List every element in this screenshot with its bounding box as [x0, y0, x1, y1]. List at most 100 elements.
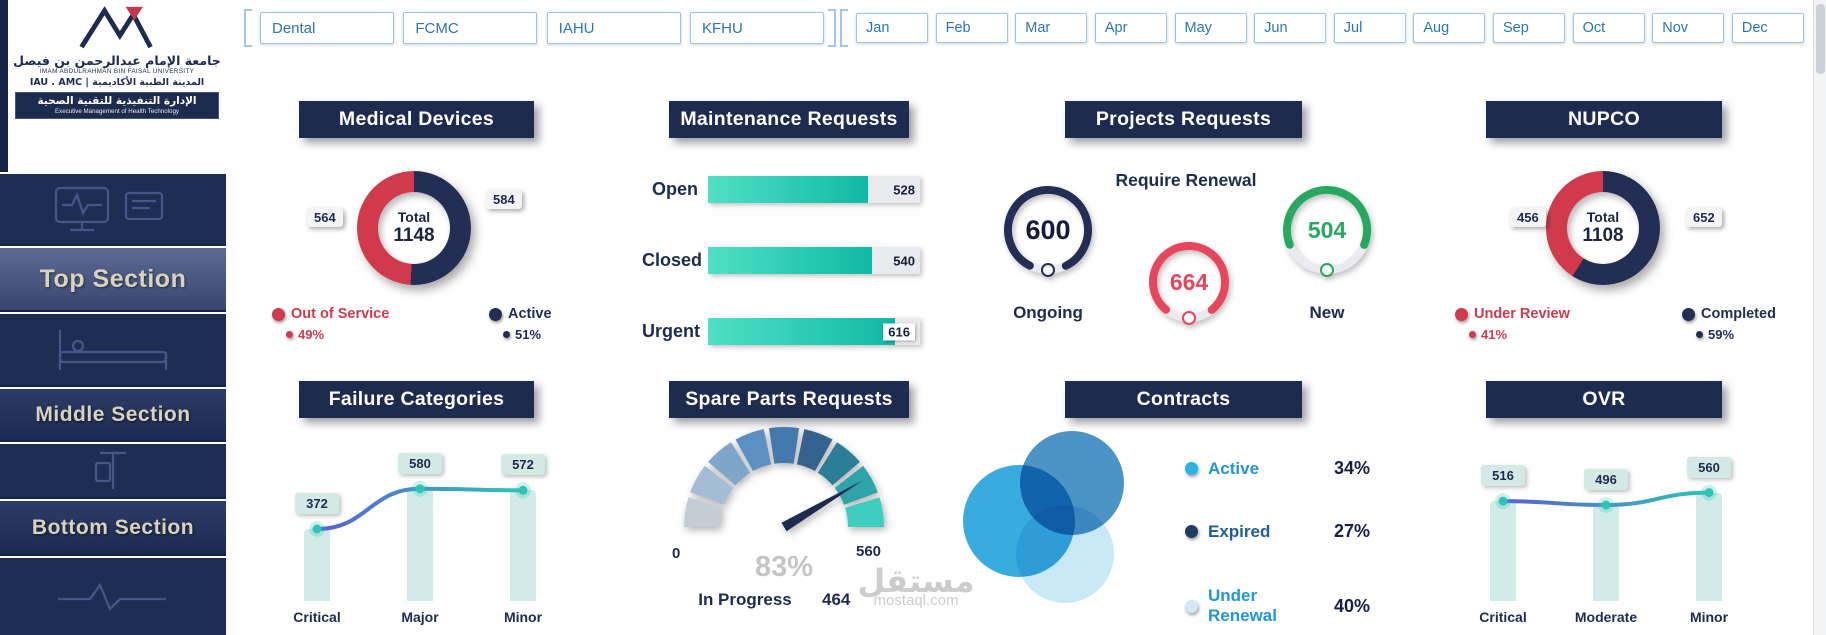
card-title-projects-requests: Projects Requests — [1065, 101, 1302, 138]
maintenance-row-open: Open 528 — [642, 176, 920, 203]
callout-completed: 652 — [1686, 208, 1722, 227]
ecg-monitor-tile — [0, 172, 226, 244]
legend-dot — [1682, 307, 1695, 321]
sidebar-item-middle-section[interactable]: Middle Section — [0, 387, 226, 440]
value-tag: 496 — [1584, 469, 1628, 490]
legend-dot — [1185, 599, 1198, 613]
maintenance-row-urgent: Urgent 616 — [642, 318, 920, 345]
maintenance-row-closed: Closed 540 — [642, 247, 920, 274]
ongoing-gauge — [1003, 186, 1092, 277]
month-button-jul[interactable]: Jul — [1333, 13, 1406, 43]
university-name-ar: جامعة الإمام عبدالرحمن بن فيصل — [13, 53, 221, 68]
month-button-jun[interactable]: Jun — [1254, 13, 1327, 43]
legend-out-of-service: Out of Service 49% — [272, 306, 389, 342]
new-gauge — [1283, 185, 1371, 277]
department-name-ar: الإدارة التنفيذية للتقنية الصحية — [37, 95, 197, 108]
new-label: New — [1309, 303, 1345, 322]
bar-fill — [708, 318, 895, 345]
hospital-bed-icon — [58, 329, 168, 370]
facility-button-dental[interactable]: Dental — [260, 12, 394, 44]
ongoing-value: 600 — [1025, 214, 1071, 245]
category-label: Critical — [1479, 609, 1527, 625]
legend-pct: 40% — [1333, 595, 1370, 616]
pulse-line-icon — [58, 582, 166, 611]
bar-track: 616 — [708, 318, 920, 345]
month-button-nov[interactable]: Nov — [1652, 13, 1725, 43]
total-label: Total — [397, 209, 431, 225]
card-title-contracts: Contracts — [1065, 381, 1302, 418]
trend-bar — [304, 529, 330, 601]
bar-label: Closed — [642, 250, 703, 270]
legend-completed: Completed 59% — [1682, 306, 1776, 342]
gauge-status-value: 464 — [822, 590, 851, 609]
gauge-status-label: In Progress — [698, 590, 792, 609]
category-label: Moderate — [1574, 609, 1638, 625]
month-button-jan[interactable]: Jan — [856, 13, 928, 43]
category-label: Major — [401, 609, 439, 625]
legend-under-review: Under Review 41% — [1455, 306, 1570, 342]
bar-label: Open — [651, 179, 698, 199]
trend-bar — [510, 490, 536, 601]
spare-parts-gauge — [664, 409, 904, 539]
scrollbar-thumb[interactable] — [1816, 4, 1825, 74]
sidebar-item-bottom-section[interactable]: Bottom Section — [0, 499, 226, 554]
legend-pct: 51% — [515, 327, 542, 342]
legend-dot-small — [503, 331, 510, 338]
facility-slicer-bracket — [244, 9, 252, 47]
watermark-ar: مستقل — [857, 562, 975, 600]
callout-out-of-service: 564 — [307, 208, 343, 227]
trend-bar — [407, 488, 433, 601]
value-tag: 516 — [1481, 465, 1525, 487]
facility-button-kfhu[interactable]: KFHU — [689, 12, 824, 44]
bar-fill — [708, 247, 872, 274]
value-tag: 372 — [295, 493, 339, 514]
month-button-apr[interactable]: Apr — [1094, 13, 1167, 43]
month-button-sep[interactable]: Sep — [1493, 13, 1565, 43]
legend-pct: 27% — [1333, 521, 1370, 541]
month-button-may[interactable]: May — [1174, 13, 1247, 43]
legend-label: Out of Service — [291, 306, 390, 322]
require-renewal-value: 664 — [1169, 268, 1209, 295]
value-tag: 560 — [1687, 456, 1731, 478]
facility-button-fcmc[interactable]: FCMC — [403, 12, 538, 44]
total-label: Total — [1586, 209, 1620, 225]
legend-dot — [489, 307, 502, 321]
trend-bar — [1696, 492, 1722, 601]
legend-label: Active — [508, 306, 552, 322]
watermark: مستقل mostaql.com — [826, 562, 1006, 609]
sidebar-item-top-section[interactable]: Top Section — [0, 246, 226, 310]
month-button-oct[interactable]: Oct — [1572, 13, 1645, 43]
facility-button-iahu[interactable]: IAHU — [546, 12, 681, 44]
bar-fill — [708, 176, 868, 203]
university-logo-icon — [79, 6, 153, 49]
campus-line: IAU . AMC | المدينة الطبية الأكاديمية — [29, 77, 205, 89]
contracts-legend-expired: Expired 27% — [1185, 521, 1370, 542]
legend-label: Expired — [1208, 521, 1271, 541]
legend-label: Under Renewal — [1208, 586, 1277, 625]
total-value: 1148 — [393, 225, 435, 246]
month-button-mar[interactable]: Mar — [1015, 13, 1088, 43]
month-button-dec[interactable]: Dec — [1731, 13, 1804, 43]
month-button-feb[interactable]: Feb — [935, 13, 1008, 43]
nupco-donut: Total 1108 — [1546, 171, 1660, 285]
bar-value: 616 — [883, 323, 915, 340]
bar-value: 528 — [893, 182, 915, 197]
logo-panel: جامعة الإمام عبدالرحمن بن فيصل IMAM ABDU… — [8, 0, 226, 172]
scrollbar[interactable] — [1813, 0, 1826, 635]
legend-dot-small — [1469, 331, 1476, 338]
iv-stand-tile — [0, 442, 226, 497]
card-title-spare-parts-requests: Spare Parts Requests — [669, 381, 909, 418]
card-title-maintenance-requests: Maintenance Requests — [669, 101, 909, 138]
month-button-aug[interactable]: Aug — [1413, 13, 1486, 43]
facility-slicer: Dental FCMC IAHU KFHU — [260, 12, 824, 44]
sidebar-item-label: Bottom Section — [31, 515, 195, 539]
category-label: Critical — [293, 609, 341, 625]
legend-label: Under Review — [1474, 306, 1570, 322]
legend-dot — [1185, 462, 1198, 475]
gauge-min-label: 0 — [672, 545, 681, 562]
category-label: Minor — [503, 609, 543, 625]
trend-bar — [1490, 501, 1516, 601]
contracts-legend-under-renewal: Under Renewal 40% — [1185, 586, 1370, 626]
card-title-nupco: NUPCO — [1486, 101, 1722, 138]
